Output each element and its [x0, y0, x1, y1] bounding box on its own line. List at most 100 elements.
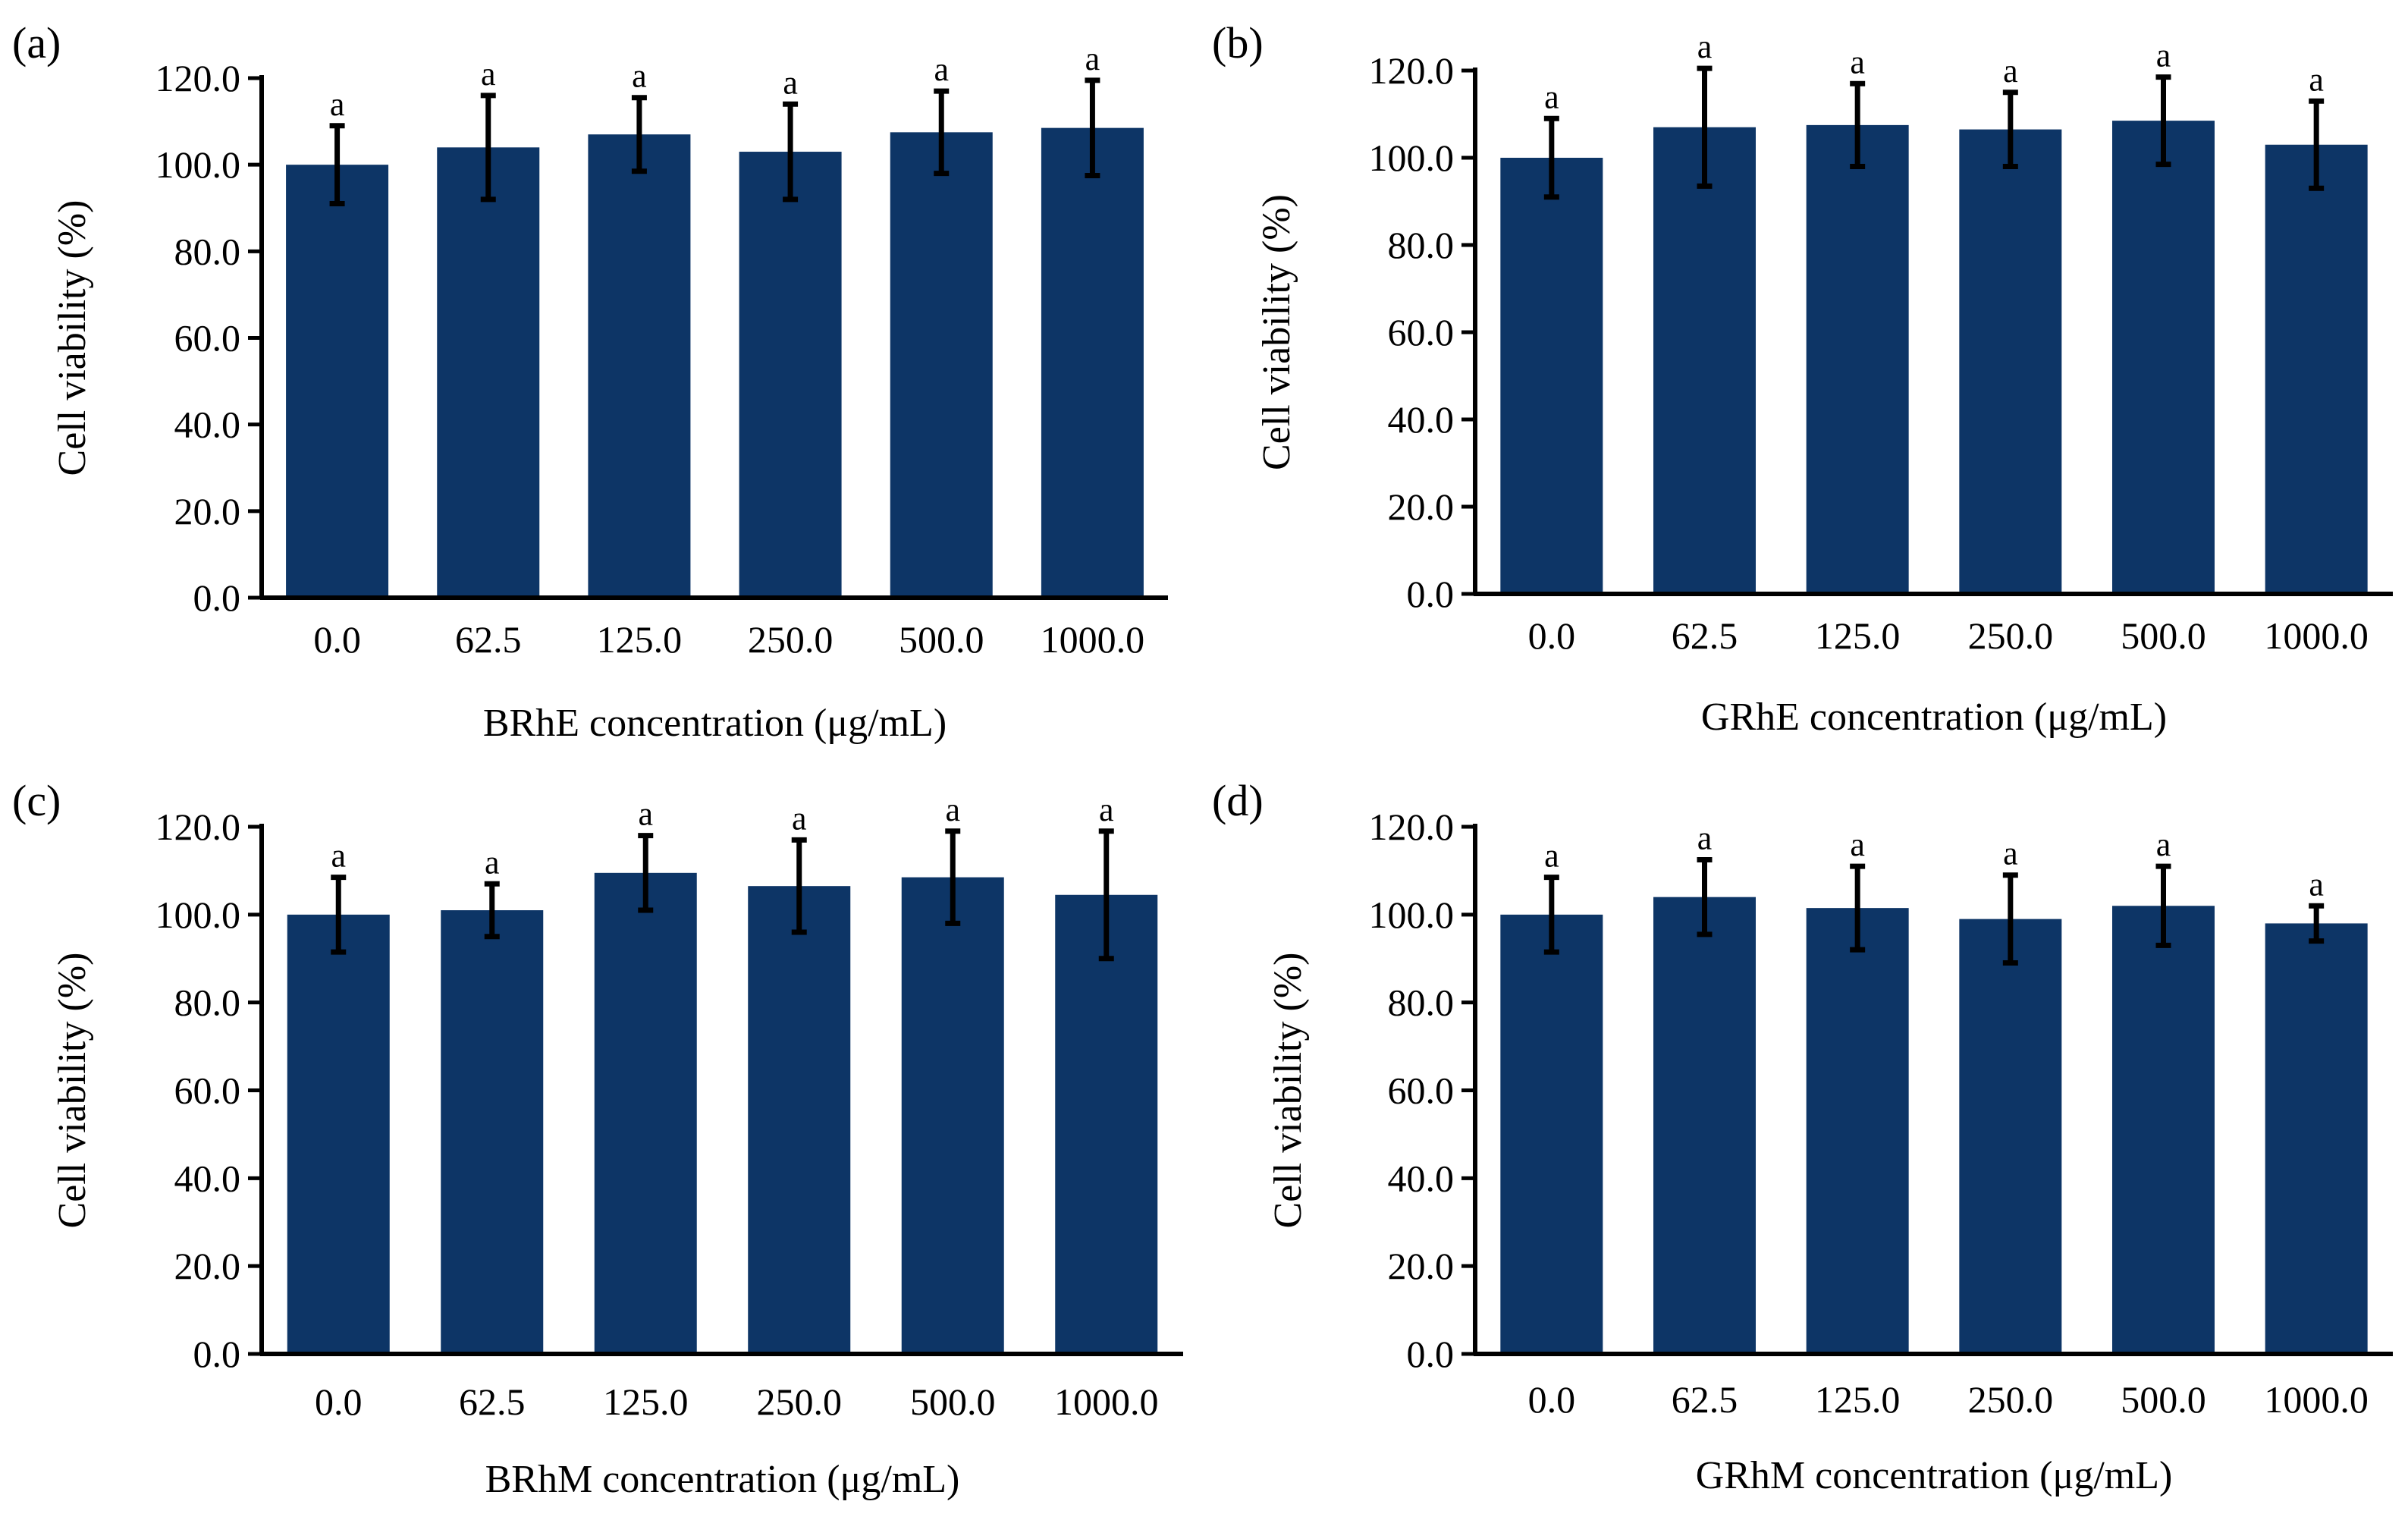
- y-tick-label: 20.0: [1388, 485, 1455, 528]
- y-tick-label: 80.0: [1388, 224, 1455, 266]
- x-tick-label: 250.0: [757, 1380, 843, 1423]
- y-tick-label: 80.0: [1388, 981, 1455, 1024]
- y-tick-label: 0.0: [193, 1333, 241, 1375]
- x-tick-label: 0.0: [313, 618, 361, 661]
- y-tick-label: 40.0: [1388, 1157, 1455, 1199]
- y-tick-label: 40.0: [174, 1157, 241, 1199]
- y-tick-label: 120.0: [1369, 806, 1455, 848]
- significance-label: a: [638, 796, 653, 833]
- y-tick-label: 60.0: [174, 1069, 241, 1112]
- significance-label: a: [1085, 40, 1100, 77]
- bar: [441, 910, 544, 1354]
- significance-label: a: [632, 58, 647, 95]
- x-axis-title: BRhM concentration (μg/mL): [485, 1458, 960, 1501]
- bar: [2265, 144, 2368, 594]
- y-tick-label: 100.0: [1369, 137, 1455, 179]
- x-tick-label: 1000.0: [2264, 1378, 2369, 1421]
- bar: [1806, 908, 1909, 1354]
- significance-label: a: [1850, 826, 1865, 863]
- bar: [748, 886, 851, 1354]
- y-tick-label: 120.0: [155, 57, 241, 99]
- significance-label: a: [1099, 791, 1114, 828]
- y-tick-label: 40.0: [1388, 398, 1455, 441]
- y-tick-label: 60.0: [1388, 311, 1455, 353]
- x-tick-label: 250.0: [1968, 614, 2054, 657]
- significance-label: a: [331, 837, 346, 875]
- y-axis-title: Cell viability (%): [1255, 194, 1298, 470]
- x-tick-label: 1000.0: [1041, 618, 1145, 661]
- x-tick-label: 1000.0: [2264, 614, 2369, 657]
- chart-panel-c: (c) a 0.0 a 62.5 a 125.0 a 250.0 a 500.0 a 1000.0 0.0…: [12, 776, 1183, 1501]
- y-tick-label: 20.0: [1388, 1245, 1455, 1287]
- bar: [1653, 127, 1756, 594]
- bar: [437, 147, 540, 598]
- y-tick-label: 100.0: [155, 894, 241, 936]
- significance-label: a: [1850, 43, 1865, 80]
- bar: [594, 872, 697, 1354]
- y-axis-title: Cell viability (%): [1267, 953, 1310, 1229]
- significance-label: a: [2309, 865, 2324, 903]
- y-tick-label: 80.0: [174, 230, 241, 272]
- x-tick-label: 62.5: [455, 618, 522, 661]
- x-tick-label: 250.0: [1968, 1378, 2054, 1421]
- bar: [1041, 127, 1144, 598]
- significance-label: a: [2003, 52, 2018, 90]
- significance-label: a: [1544, 78, 1559, 115]
- bar: [2265, 923, 2368, 1354]
- bar: [1653, 897, 1756, 1354]
- x-axis-title: GRhM concentration (μg/mL): [1696, 1454, 2173, 1497]
- y-axis-title: Cell viability (%): [51, 200, 94, 476]
- x-tick-label: 125.0: [1815, 614, 1901, 657]
- x-tick-label: 125.0: [597, 618, 683, 661]
- y-tick-label: 60.0: [1388, 1069, 1455, 1112]
- x-tick-label: 62.5: [1672, 1378, 1738, 1421]
- panel-label: (b): [1212, 18, 1264, 68]
- y-tick-label: 100.0: [155, 143, 241, 186]
- bar: [2112, 906, 2215, 1354]
- significance-label: a: [1697, 819, 1713, 856]
- y-tick-label: 60.0: [174, 317, 241, 360]
- x-tick-label: 125.0: [1815, 1378, 1901, 1421]
- y-tick-label: 80.0: [174, 981, 241, 1024]
- bar: [1055, 894, 1158, 1354]
- bar: [286, 165, 389, 598]
- x-tick-label: 1000.0: [1054, 1380, 1159, 1423]
- significance-label: a: [1544, 837, 1559, 875]
- x-tick-label: 0.0: [315, 1380, 363, 1423]
- panel-label: (a): [12, 18, 61, 68]
- bar: [1959, 129, 2062, 594]
- y-tick-label: 0.0: [1407, 1333, 1455, 1375]
- bar: [1806, 124, 1909, 594]
- y-axis-title: Cell viability (%): [51, 953, 94, 1229]
- y-tick-label: 0.0: [193, 576, 241, 619]
- x-axis-title: GRhE concentration (μg/mL): [1701, 696, 2167, 739]
- bar: [588, 134, 691, 598]
- significance-label: a: [945, 791, 960, 828]
- y-tick-label: 0.0: [1407, 573, 1455, 615]
- y-tick-label: 20.0: [174, 1245, 241, 1287]
- x-axis-title: BRhE concentration (μg/mL): [483, 702, 947, 745]
- significance-label: a: [792, 799, 807, 837]
- significance-label: a: [934, 51, 949, 88]
- significance-label: a: [1697, 28, 1713, 65]
- significance-label: a: [485, 843, 500, 881]
- bar: [739, 152, 842, 598]
- x-tick-label: 62.5: [459, 1380, 526, 1423]
- x-tick-label: 0.0: [1528, 614, 1576, 657]
- chart-panel-b: (b) a 0.0 a 62.5 a 125.0 a 250.0 a 500.0 a 1000.0 0.0…: [1212, 18, 2393, 739]
- x-tick-label: 500.0: [2121, 614, 2206, 657]
- chart-panel-a: (a) a 0.0 a 62.5 a 125.0 a 250.0 a 500.0 a 1000.0 0.0…: [12, 18, 1168, 745]
- significance-label: a: [481, 55, 496, 93]
- x-tick-label: 500.0: [2121, 1378, 2206, 1421]
- x-tick-label: 125.0: [603, 1380, 689, 1423]
- bar: [1500, 158, 1603, 594]
- significance-label: a: [2156, 37, 2171, 74]
- y-tick-label: 120.0: [155, 806, 241, 848]
- x-tick-label: 500.0: [910, 1380, 996, 1423]
- panel-label: (d): [1212, 776, 1264, 825]
- significance-label: a: [330, 86, 345, 123]
- significance-label: a: [2003, 835, 2018, 872]
- bar: [890, 132, 993, 598]
- significance-label: a: [2309, 61, 2324, 98]
- significance-label: a: [2156, 826, 2171, 863]
